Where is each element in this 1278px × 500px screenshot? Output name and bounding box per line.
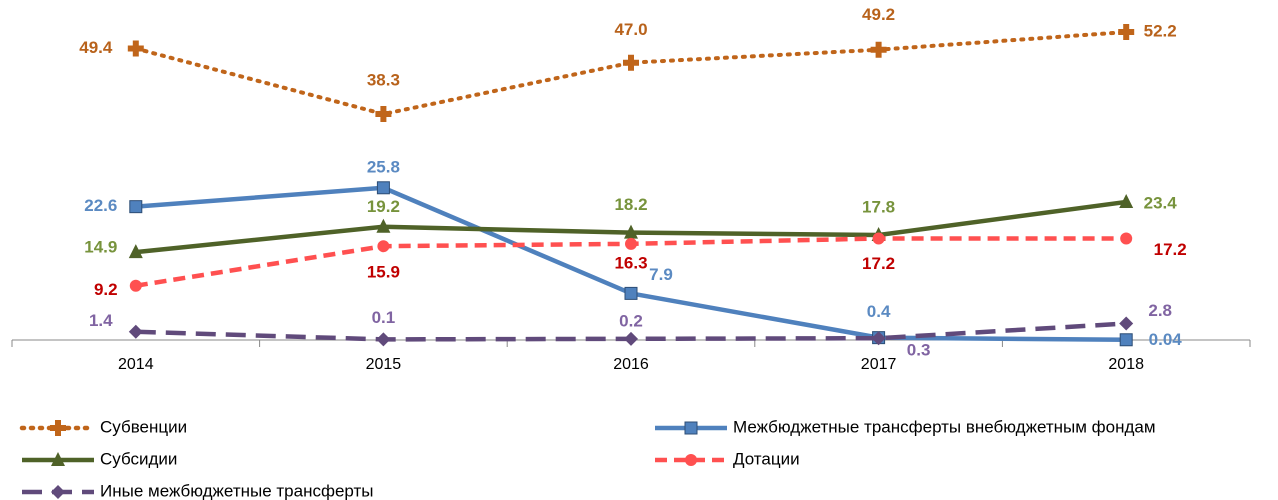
marker <box>128 244 143 259</box>
value-label: 9.2 <box>94 280 118 299</box>
marker <box>1119 193 1134 208</box>
marker <box>129 279 142 292</box>
value-label: 47.0 <box>614 20 647 39</box>
x-tick-label: 2017 <box>861 356 897 373</box>
value-label: 0.2 <box>619 311 643 330</box>
value-label: 2.8 <box>1148 301 1172 320</box>
marker <box>870 41 887 58</box>
x-tick-label: 2015 <box>366 356 402 373</box>
series: 9.2 15.9 16.3 17.2 17.2 <box>94 232 1187 299</box>
marker <box>375 106 392 123</box>
marker <box>624 331 638 346</box>
marker <box>625 237 637 250</box>
value-label: 0.1 <box>372 308 396 327</box>
marker <box>376 332 391 347</box>
value-label: 22.6 <box>84 196 117 215</box>
value-label: 15.9 <box>367 263 400 282</box>
series: 49.4 38.3 47.0 49.2 52.2 <box>79 5 1177 123</box>
marker <box>376 218 391 233</box>
value-label: 49.4 <box>79 38 113 57</box>
value-label: 17.8 <box>862 197 895 216</box>
value-label: 16.3 <box>614 253 647 272</box>
value-label: 52.2 <box>1144 22 1177 41</box>
x-tick-label: 2016 <box>613 356 649 373</box>
legend-label: Субвенции <box>100 417 187 436</box>
marker <box>1119 333 1133 347</box>
value-label: 0.04 <box>1149 330 1183 349</box>
value-label: 38.3 <box>367 71 400 90</box>
value-label: 0.3 <box>907 341 931 360</box>
value-label: 0.4 <box>867 302 891 321</box>
value-label: 7.9 <box>649 265 673 284</box>
value-label: 19.2 <box>367 197 400 216</box>
x-tick-label: 2018 <box>1108 356 1144 373</box>
value-label: 1.4 <box>89 311 113 330</box>
marker <box>624 224 638 239</box>
legend-marker <box>684 421 698 435</box>
legend-marker <box>51 485 65 499</box>
series: 14.9 19.2 18.2 17.8 23.4 <box>84 193 1178 259</box>
marker <box>129 200 143 214</box>
marker <box>871 331 886 346</box>
marker <box>1119 316 1134 331</box>
value-label: 18.2 <box>614 195 647 214</box>
legend-marker <box>685 454 697 466</box>
marker <box>128 324 143 339</box>
value-label: 49.2 <box>862 5 895 24</box>
marker <box>127 40 144 57</box>
legend-label: Дотации <box>733 449 800 468</box>
marker <box>1120 232 1133 245</box>
value-label: 25.8 <box>367 157 400 176</box>
legend-label: Межбюджетные трансферты внебюджетным фон… <box>733 417 1156 436</box>
value-label: 14.9 <box>84 238 117 257</box>
marker <box>1118 24 1135 41</box>
marker <box>376 181 390 195</box>
legend-marker <box>51 452 65 466</box>
legend-label: Субсидии <box>100 449 177 468</box>
value-label: 23.4 <box>1144 193 1178 212</box>
line <box>133 30 1129 117</box>
legend-marker <box>50 420 66 436</box>
value-label: 17.2 <box>862 254 895 273</box>
legend-label: Иные межбюджетные трансферты <box>100 481 374 500</box>
marker <box>872 232 885 245</box>
marker <box>624 286 638 300</box>
value-label: 17.2 <box>1154 240 1187 259</box>
marker <box>377 240 390 253</box>
series: 1.4 0.1 0.2 0.3 2.8 <box>89 301 1172 360</box>
marker <box>623 54 639 71</box>
x-tick-label: 2014 <box>118 356 154 373</box>
